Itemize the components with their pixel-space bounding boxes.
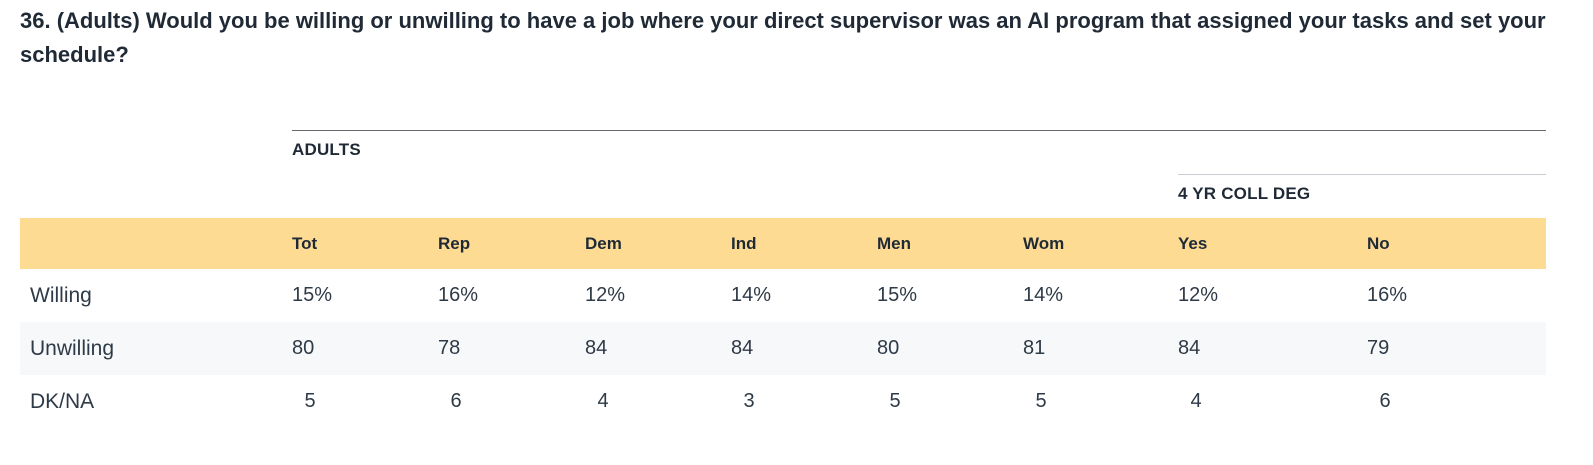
table-cell: 80: [292, 337, 315, 359]
table-cell: 79: [1367, 337, 1390, 359]
table-cell: 15%: [292, 284, 333, 306]
column-header-yes: Yes: [1178, 233, 1208, 253]
table-cell: 4: [597, 390, 609, 412]
column-header-no: No: [1367, 233, 1390, 253]
table-cell: 3: [743, 390, 755, 412]
table-cell: 15%: [877, 284, 918, 306]
table-cell: 5: [1035, 390, 1047, 412]
table-cell: 16%: [1367, 284, 1408, 306]
table-cell: 6: [450, 390, 462, 412]
column-header-tot: Tot: [292, 233, 318, 253]
college-group-rule: [1178, 174, 1546, 175]
table-cell: 84: [1178, 337, 1201, 359]
table-cell: 6: [1379, 390, 1391, 412]
column-header-rep: Rep: [438, 233, 471, 253]
table-cell: 80: [877, 337, 900, 359]
table-cell: 78: [438, 337, 461, 359]
table-header-row: Tot Rep Dem Ind Men Wom Yes No: [20, 218, 1546, 269]
question-title: 36. (Adults) Would you be willing or unw…: [20, 8, 1546, 67]
column-header-dem: Dem: [585, 233, 622, 253]
adults-group-label: ADULTS: [292, 140, 361, 159]
table-cell: 12%: [585, 284, 626, 306]
table-row-willing: Willing 15% 16% 12% 14% 15% 14% 12% 16%: [20, 269, 1546, 322]
table-cell: 84: [585, 337, 608, 359]
table-cell: 84: [731, 337, 754, 359]
table-cell: 5: [889, 390, 901, 412]
table-cell: 5: [304, 390, 316, 412]
table-cell: 4: [1190, 390, 1202, 412]
row-label: Unwilling: [30, 336, 115, 360]
table-cell: 14%: [731, 284, 772, 306]
table-cell: 81: [1023, 337, 1046, 359]
column-header-ind: Ind: [731, 233, 757, 253]
table-cell: 12%: [1178, 284, 1219, 306]
table-row-unwilling: Unwilling 80 78 84 84 80 81 84 79: [20, 322, 1546, 375]
table-cell: 16%: [438, 284, 479, 306]
adults-group-rule: [292, 130, 1546, 131]
table-cell: 14%: [1023, 284, 1064, 306]
college-group-label: 4 YR COLL DEG: [1178, 184, 1311, 203]
row-label: Willing: [30, 283, 92, 307]
column-header-wom: Wom: [1023, 233, 1065, 253]
row-label: DK/NA: [30, 389, 95, 413]
column-header-men: Men: [877, 233, 911, 253]
table-row-dk-na: DK/NA 5 6 4 3 5 5 4 6: [20, 375, 1546, 428]
